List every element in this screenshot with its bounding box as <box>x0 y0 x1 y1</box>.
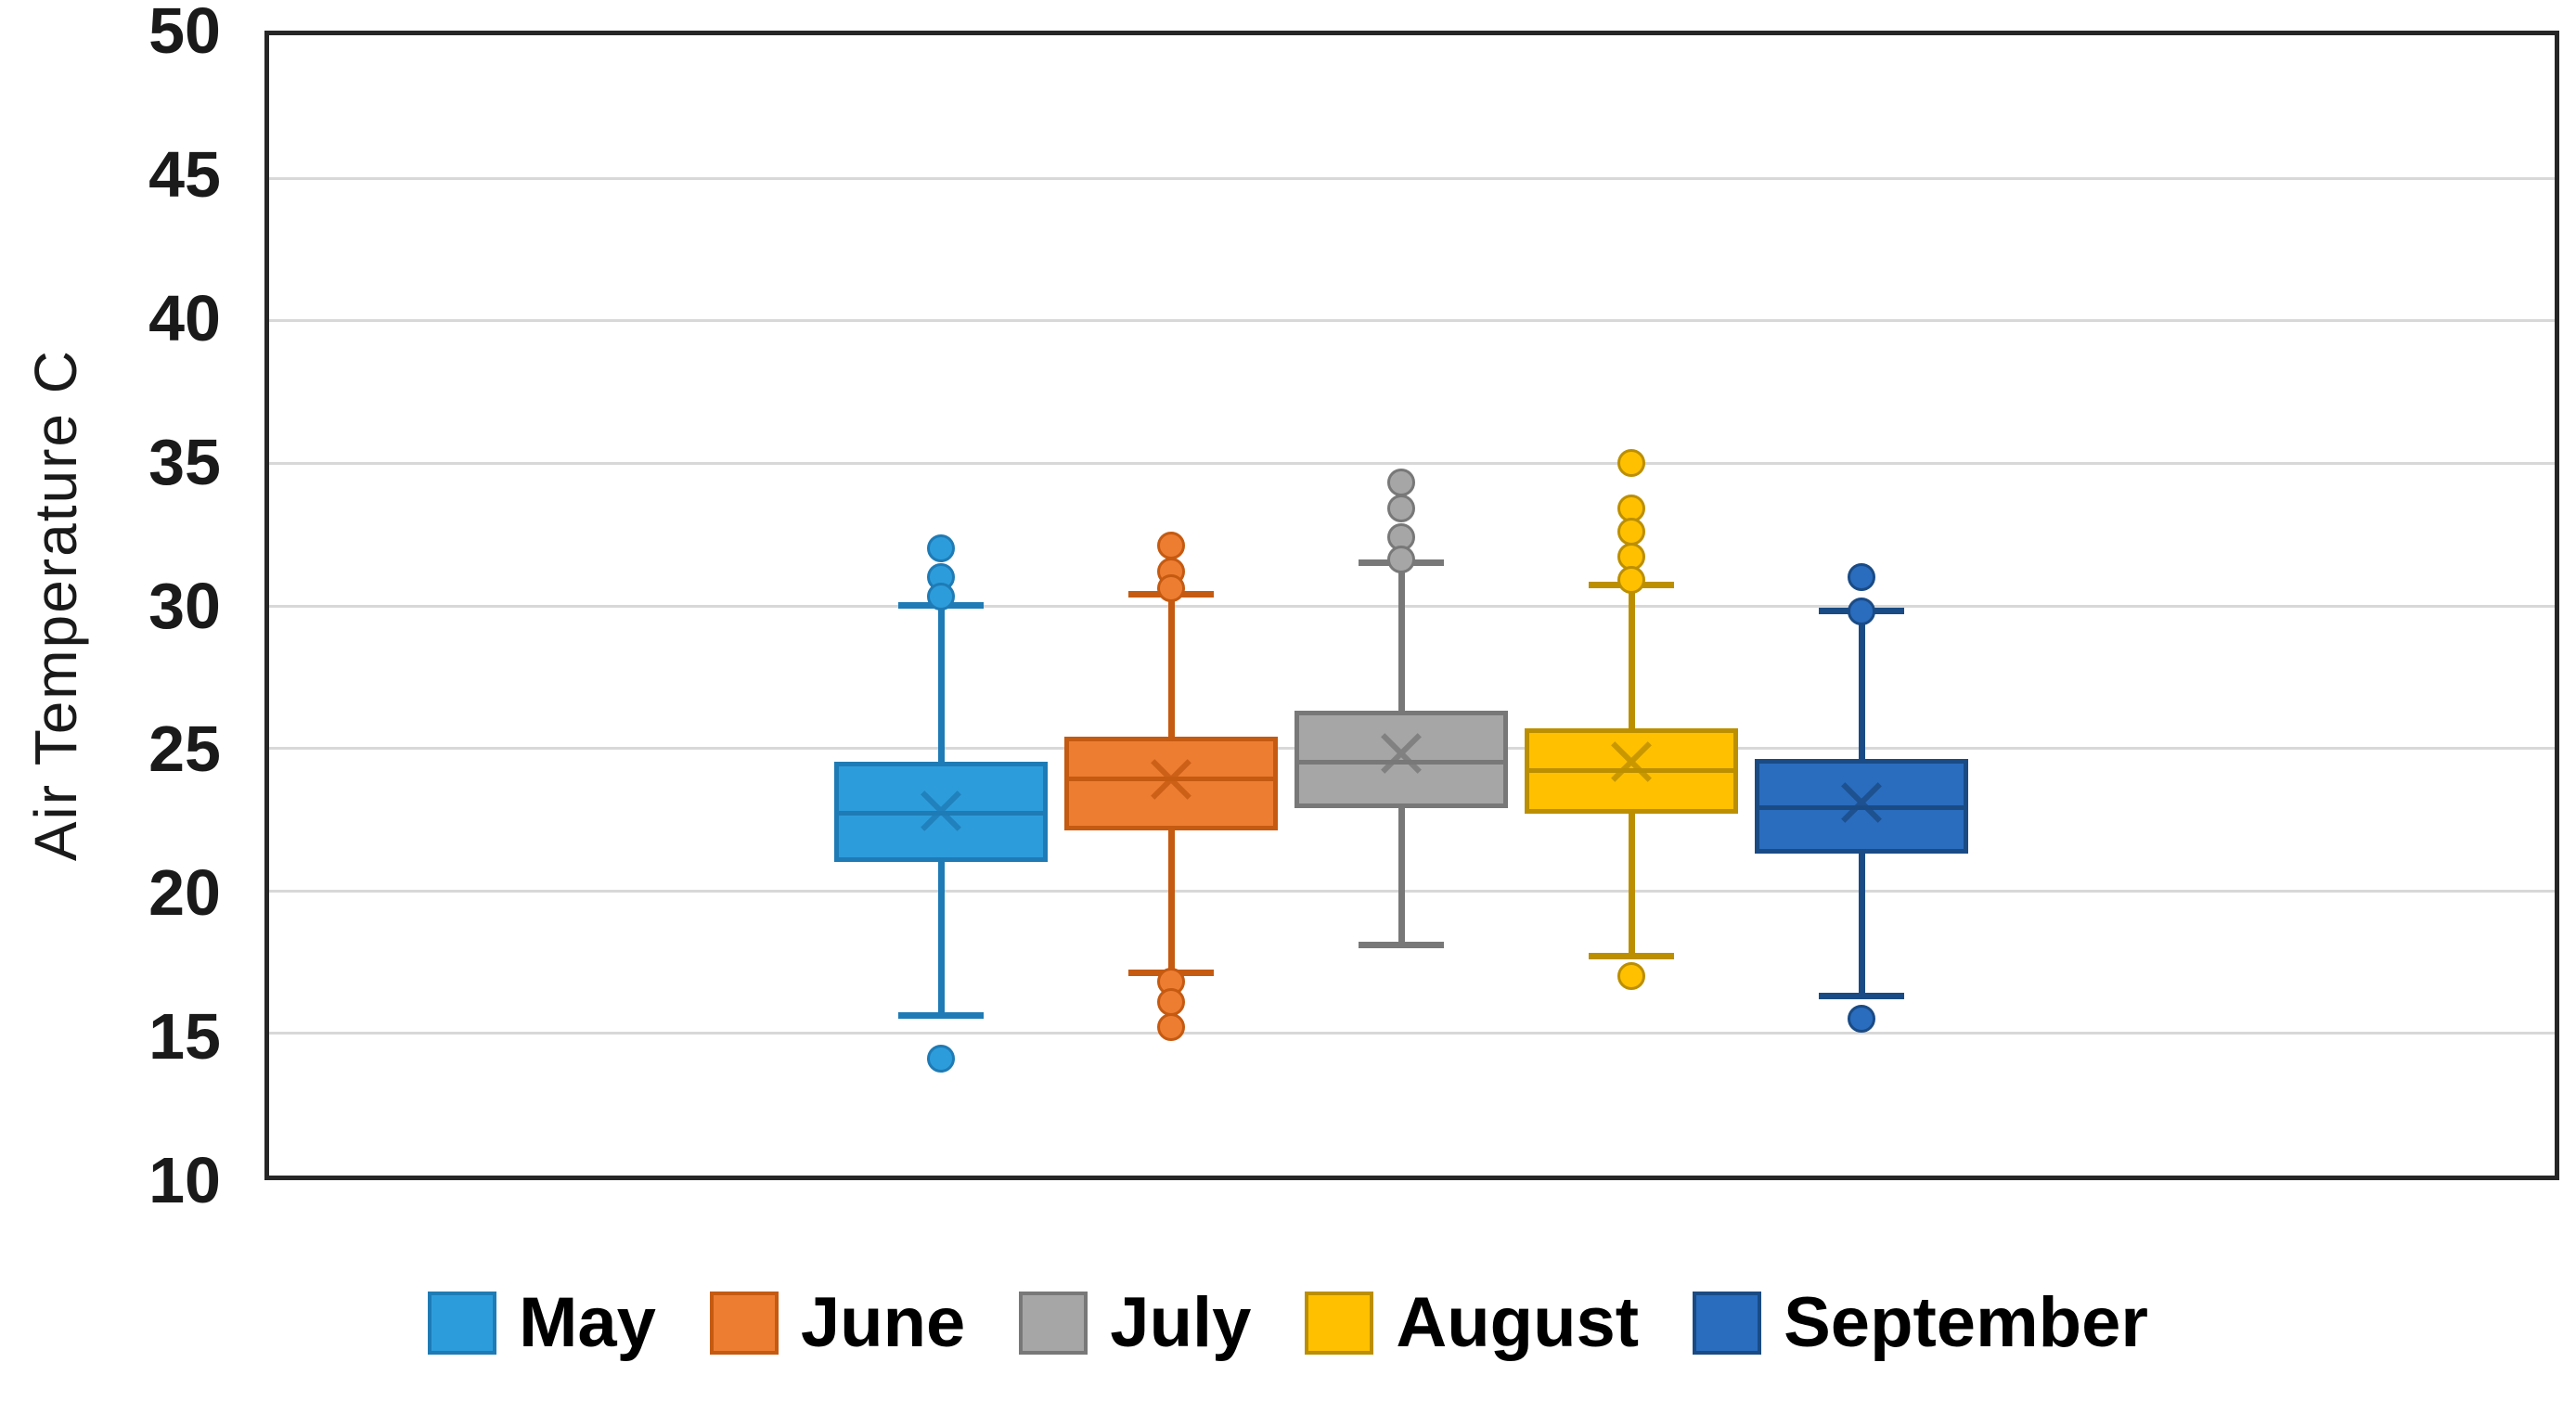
outlier-dot <box>1617 448 1646 477</box>
outlier-dot <box>1387 546 1416 574</box>
mean-marker <box>1145 753 1197 805</box>
median-line <box>1528 768 1735 774</box>
cap-low <box>1589 952 1675 959</box>
cap-low <box>898 1012 985 1020</box>
legend-swatch-may <box>428 1292 497 1355</box>
iqr-box <box>1294 711 1509 808</box>
y-tick-label-50: 50 <box>148 0 221 67</box>
y-tick-label-20: 20 <box>148 856 221 930</box>
gridline-40 <box>269 319 2555 323</box>
gridline-45 <box>269 176 2555 180</box>
outlier-dot <box>1848 1005 1876 1033</box>
legend-label-august: August <box>1396 1283 1640 1362</box>
outlier-dot <box>927 583 956 611</box>
whisker-low <box>1858 853 1865 996</box>
boxplot-june <box>1064 35 1279 1176</box>
outlier-dot <box>1157 987 1186 1016</box>
boxplot-september <box>1755 35 1969 1176</box>
outlier-dot <box>1157 531 1186 559</box>
legend-label-june: June <box>800 1283 966 1362</box>
legend-label-september: September <box>1784 1283 2148 1362</box>
legend-item-september: September <box>1693 1288 2148 1358</box>
gridline-20 <box>269 889 2555 893</box>
gridline-35 <box>269 461 2555 465</box>
y-tick-label-10: 10 <box>148 1144 221 1216</box>
legend-swatch-august <box>1305 1292 1374 1355</box>
boxplot-july <box>1294 35 1509 1176</box>
gridline-15 <box>269 1032 2555 1035</box>
y-tick-label-25: 25 <box>148 713 221 786</box>
legend-item-may: May <box>428 1288 656 1358</box>
whisker-low <box>1167 830 1175 973</box>
outlier-dot <box>1848 562 1876 591</box>
whisker-high <box>1397 562 1405 712</box>
whisker-high <box>937 605 945 763</box>
whisker-high <box>1167 594 1175 737</box>
legend-item-june: June <box>709 1283 966 1362</box>
outlier-dot <box>927 534 956 563</box>
outlier-dot <box>1848 597 1876 625</box>
boxplot-may <box>834 35 1049 1176</box>
outlier-dot <box>1157 574 1186 603</box>
outlier-dot <box>1387 495 1416 523</box>
outlier-dot <box>1387 469 1416 497</box>
plot-area <box>264 31 2559 1180</box>
mean-marker <box>1375 727 1427 779</box>
legend-label-july: July <box>1110 1283 1252 1362</box>
y-tick-labels: 50 45 40 35 30 25 20 15 10 <box>0 0 221 1213</box>
whisker-low <box>1397 807 1405 945</box>
y-tick-label-45: 45 <box>148 137 221 211</box>
outlier-dot <box>1157 1013 1186 1042</box>
boxplot-august <box>1525 35 1739 1176</box>
cap-low <box>1819 992 1905 999</box>
legend-label-may: May <box>519 1283 656 1362</box>
legend-swatch-september <box>1693 1292 1762 1355</box>
legend-item-july: July <box>1019 1288 1251 1358</box>
median-line <box>1758 805 1965 811</box>
whisker-high <box>1858 611 1865 760</box>
outlier-dot <box>1617 517 1646 546</box>
y-tick-label-30: 30 <box>148 569 221 642</box>
legend-swatch-june <box>709 1292 779 1355</box>
legend-item-august: August <box>1305 1288 1639 1358</box>
outlier-dot <box>1617 565 1646 594</box>
legend: May June July August September <box>0 1288 2576 1358</box>
outlier-dot <box>1617 961 1646 990</box>
whisker-low <box>1628 813 1635 957</box>
legend-swatch-july <box>1019 1292 1088 1355</box>
mean-marker <box>1835 777 1887 829</box>
y-tick-label-35: 35 <box>148 425 221 498</box>
outlier-dot <box>927 1045 956 1073</box>
whisker-high <box>1628 585 1635 728</box>
whisker-low <box>937 862 945 1016</box>
gridline-30 <box>269 604 2555 608</box>
cap-low <box>1359 941 1445 948</box>
median-line <box>1298 759 1505 765</box>
y-tick-label-40: 40 <box>148 281 221 354</box>
mean-marker <box>915 785 967 837</box>
mean-marker <box>1605 736 1657 788</box>
y-tick-label-15: 15 <box>148 1000 221 1073</box>
